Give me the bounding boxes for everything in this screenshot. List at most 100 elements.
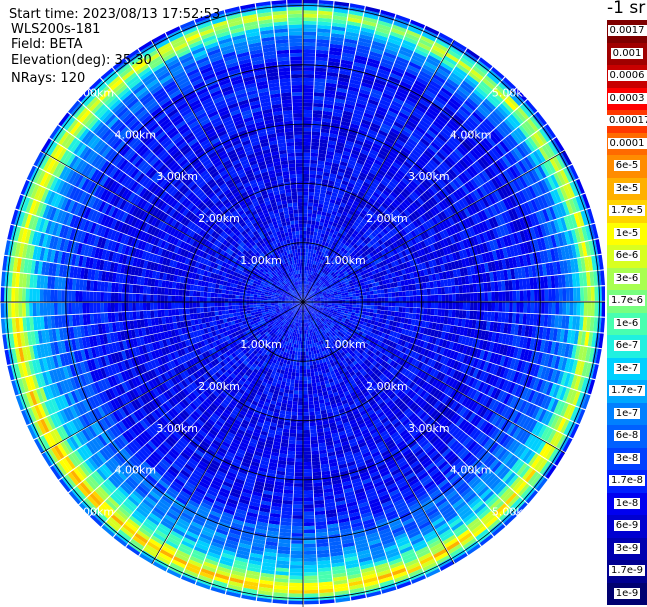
beta-gate-cell (454, 66, 468, 77)
beta-gate-cell (326, 291, 330, 295)
beta-gate-cell (395, 233, 402, 240)
beta-gate-cell (351, 215, 357, 222)
beta-gate-cell (555, 302, 560, 315)
beta-gate-cell (434, 70, 448, 81)
beta-gate-cell (462, 122, 474, 133)
beta-gate-cell (457, 86, 471, 97)
beta-gate-cell (460, 209, 468, 219)
beta-gate-cell (527, 170, 538, 184)
beta-gate-cell (308, 294, 312, 298)
beta-gate-cell (323, 270, 328, 275)
beta-gate-cell (437, 309, 442, 316)
beta-gate-cell (326, 212, 332, 218)
beta-gate-cell (359, 298, 364, 302)
beta-gate-cell (314, 88, 325, 94)
beta-gate-cell (376, 208, 384, 215)
beta-gate-cell (368, 234, 375, 240)
beta-gate-cell (385, 258, 391, 265)
beta-gate-cell (490, 205, 498, 216)
beta-gate-cell (380, 306, 385, 311)
beta-gate-cell (303, 188, 309, 192)
beta-gate-cell (392, 266, 398, 272)
beta-gate-cell (309, 290, 312, 294)
beta-gate-cell (355, 181, 363, 188)
beta-gate-cell (375, 109, 387, 117)
beta-gate-cell (435, 136, 446, 146)
beta-gate-cell (311, 145, 319, 150)
beta-gate-cell (362, 277, 368, 282)
beta-gate-cell (431, 216, 439, 225)
beta-gate-cell (303, 145, 311, 150)
beta-gate-cell (331, 210, 338, 216)
beta-gate-cell (335, 178, 343, 184)
beta-gate-cell (315, 265, 319, 270)
beta-gate-cell (308, 347, 311, 352)
beta-gate-cell (520, 203, 529, 216)
beta-gate-cell (488, 93, 501, 105)
beta-gate-cell (311, 217, 316, 222)
beta-gate-cell (407, 232, 414, 240)
beta-gate-cell (337, 134, 347, 141)
beta-gate-cell (453, 114, 465, 125)
beta-gate-cell (345, 297, 350, 300)
beta-gate-cell (343, 249, 349, 255)
beta-gate-cell (306, 266, 309, 271)
beta-gate-cell (367, 228, 374, 234)
beta-gate-cell (308, 351, 312, 356)
beta-gate-cell (305, 297, 309, 300)
beta-gate-cell (485, 219, 493, 230)
beta-gate-cell (313, 103, 324, 108)
beta-gate-cell (345, 166, 354, 173)
beta-gate-cell (482, 78, 496, 90)
beta-gate-cell (309, 408, 315, 413)
beta-gate-cell (313, 199, 319, 204)
beta-gate-cell (376, 226, 383, 233)
beta-gate-cell (538, 147, 549, 161)
beta-gate-cell (446, 122, 458, 133)
beta-gate-cell (359, 34, 373, 41)
beta-gate-cell (367, 58, 381, 65)
beta-gate-cell (373, 290, 378, 295)
beta-gate-cell (416, 289, 421, 296)
beta-gate-cell (303, 95, 313, 100)
beta-gate-cell (303, 10, 318, 15)
beta-gate-cell (327, 68, 339, 74)
beta-gate-cell (351, 309, 356, 313)
beta-gate-cell (308, 266, 311, 271)
beta-gate-cell (326, 209, 333, 214)
beta-gate-cell (461, 197, 469, 208)
beta-gate-cell (419, 169, 429, 179)
beta-gate-cell (314, 286, 318, 290)
beta-gate-cell (309, 358, 313, 363)
beta-gate-cell (418, 216, 426, 225)
beta-gate-cell (522, 102, 535, 116)
beta-gate-cell (322, 175, 330, 181)
beta-gate-cell (353, 243, 359, 249)
beta-gate-cell (377, 239, 384, 246)
beta-gate-cell (500, 186, 509, 198)
beta-gate-cell (457, 211, 465, 221)
beta-gate-cell (349, 3, 365, 10)
beta-gate-cell (305, 248, 309, 253)
beta-gate-cell (305, 344, 308, 349)
beta-gate-cell (311, 293, 315, 297)
beta-gate-cell (464, 77, 477, 89)
beta-gate-cell (559, 186, 569, 201)
beta-gate-cell (470, 302, 474, 311)
beta-gate-cell (303, 294, 305, 299)
beta-gate-cell (341, 297, 346, 300)
beta-gate-cell (491, 147, 502, 160)
beta-gate-cell (315, 239, 320, 244)
beta-gate-cell (438, 90, 451, 100)
beta-gate-cell (328, 176, 336, 182)
beta-gate-cell (583, 302, 588, 316)
beta-gate-cell (322, 265, 327, 270)
beta-gate-cell (401, 77, 414, 86)
beta-gate-cell (372, 264, 378, 270)
beta-gate-cell (375, 27, 390, 35)
beta-gate-cell (308, 188, 315, 193)
beta-gate-cell (569, 302, 574, 316)
beta-gate-cell (402, 302, 407, 307)
beta-gate-cell (451, 151, 462, 161)
beta-gate-cell (329, 217, 335, 223)
